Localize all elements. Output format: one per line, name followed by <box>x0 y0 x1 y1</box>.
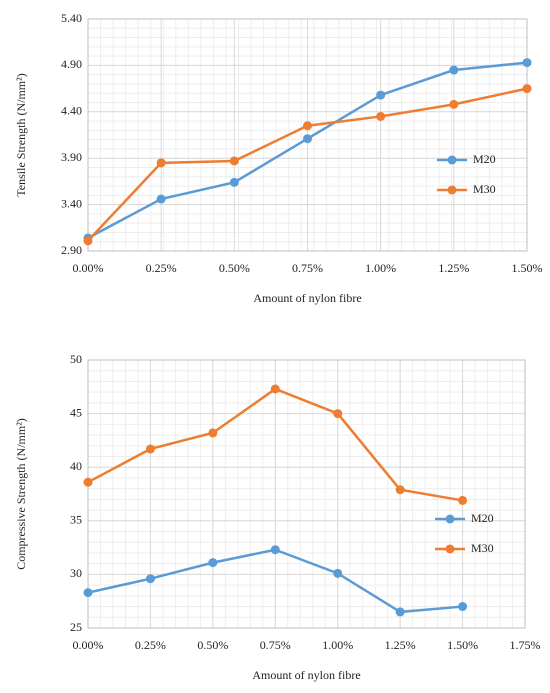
data-point <box>458 495 468 505</box>
x-tick-label: 0.25% <box>146 261 177 275</box>
y-tick-label: 50 <box>70 352 82 366</box>
y-axis-title: Tensile Strength (N/mm²) <box>14 73 28 196</box>
data-point <box>270 545 280 555</box>
legend-marker <box>445 514 455 524</box>
data-point <box>522 84 532 94</box>
data-point <box>83 236 93 246</box>
x-tick-label: 1.25% <box>385 638 416 652</box>
data-point <box>376 90 386 100</box>
plot-border <box>87 359 526 629</box>
data-point <box>208 558 218 568</box>
legend-label: M30 <box>473 182 496 196</box>
y-tick-label: 5.40 <box>61 11 82 25</box>
legend-label: M20 <box>473 152 496 166</box>
data-point <box>395 485 405 495</box>
legend-marker <box>447 155 457 165</box>
y-tick-label: 35 <box>70 513 82 527</box>
y-tick-label: 45 <box>70 405 82 419</box>
x-axis-title: Amount of nylon fibre <box>252 668 360 682</box>
x-tick-label: 0.00% <box>73 261 104 275</box>
y-axis-title: Compressive Strength (N/mm²) <box>14 418 28 570</box>
data-point <box>83 588 93 598</box>
data-point <box>270 384 280 394</box>
y-tick-label: 30 <box>70 566 82 580</box>
y-tick-label: 25 <box>70 620 82 634</box>
data-point <box>303 121 312 131</box>
y-tick-label: 3.40 <box>61 196 82 210</box>
data-point <box>145 444 155 454</box>
x-tick-label: 1.00% <box>322 638 353 652</box>
data-point <box>145 574 155 584</box>
plot-border <box>87 18 528 252</box>
data-point <box>229 156 239 166</box>
data-point <box>449 99 459 109</box>
x-tick-label: 1.25% <box>438 261 469 275</box>
data-point <box>303 134 312 144</box>
x-tick-label: 1.00% <box>365 261 396 275</box>
y-tick-label: 40 <box>70 459 82 473</box>
data-point <box>333 409 343 419</box>
legend-marker <box>447 185 457 195</box>
data-point <box>376 111 386 121</box>
x-tick-label: 0.75% <box>292 261 323 275</box>
x-tick-label: 0.50% <box>219 261 250 275</box>
x-tick-label: 0.50% <box>197 638 228 652</box>
x-tick-label: 0.25% <box>135 638 166 652</box>
legend-label: M30 <box>471 541 494 555</box>
data-point <box>83 477 93 487</box>
y-tick-label: 3.90 <box>61 150 82 164</box>
data-point <box>208 428 218 438</box>
x-tick-label: 0.75% <box>260 638 291 652</box>
y-tick-label: 4.90 <box>61 57 82 71</box>
x-tick-label: 1.50% <box>512 261 543 275</box>
data-point <box>156 194 166 204</box>
y-tick-label: 2.90 <box>61 243 82 257</box>
x-axis-title: Amount of nylon fibre <box>253 291 361 305</box>
legend-marker <box>445 544 455 554</box>
y-tick-label: 4.40 <box>61 104 82 118</box>
x-tick-label: 1.50% <box>447 638 478 652</box>
data-point <box>229 177 239 187</box>
x-tick-label: 1.75% <box>510 638 541 652</box>
data-point <box>458 602 468 612</box>
data-point <box>333 568 343 578</box>
legend-label: M20 <box>471 511 494 525</box>
data-point <box>156 158 166 168</box>
x-tick-label: 0.00% <box>73 638 104 652</box>
data-point <box>522 58 532 68</box>
data-point <box>395 607 405 617</box>
data-point <box>449 65 459 75</box>
